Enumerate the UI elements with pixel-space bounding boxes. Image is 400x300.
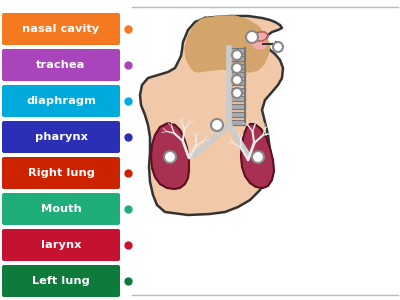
Bar — [229, 88, 245, 93]
Bar — [229, 120, 245, 125]
Bar — [229, 88, 245, 93]
Circle shape — [232, 50, 242, 60]
Bar — [229, 48, 245, 53]
Bar — [229, 80, 245, 85]
Bar — [229, 56, 245, 61]
Polygon shape — [250, 32, 268, 41]
Bar — [229, 112, 245, 117]
Circle shape — [211, 119, 223, 131]
FancyBboxPatch shape — [2, 85, 120, 117]
Bar — [229, 64, 245, 69]
FancyBboxPatch shape — [2, 265, 120, 297]
Text: Mouth: Mouth — [41, 204, 81, 214]
Bar — [229, 104, 245, 109]
Bar — [229, 80, 245, 85]
Text: Left lung: Left lung — [32, 276, 90, 286]
Text: nasal cavity: nasal cavity — [22, 24, 100, 34]
Bar — [229, 104, 245, 109]
Text: trachea: trachea — [36, 60, 86, 70]
Circle shape — [246, 31, 258, 43]
Text: Right lung: Right lung — [28, 168, 94, 178]
Polygon shape — [185, 16, 270, 72]
FancyBboxPatch shape — [2, 49, 120, 81]
Text: larynx: larynx — [41, 240, 81, 250]
Circle shape — [232, 88, 242, 98]
Circle shape — [232, 63, 242, 73]
Polygon shape — [252, 42, 267, 49]
Circle shape — [252, 151, 264, 163]
Bar — [229, 96, 245, 101]
Polygon shape — [241, 124, 274, 188]
Bar — [229, 96, 245, 101]
FancyBboxPatch shape — [2, 193, 120, 225]
Bar — [229, 72, 245, 77]
Circle shape — [164, 151, 176, 163]
Circle shape — [232, 75, 242, 85]
FancyBboxPatch shape — [2, 13, 120, 45]
FancyBboxPatch shape — [2, 121, 120, 153]
Text: diaphragm: diaphragm — [26, 96, 96, 106]
Text: pharynx: pharynx — [34, 132, 88, 142]
Polygon shape — [140, 16, 283, 215]
FancyBboxPatch shape — [2, 229, 120, 261]
Bar — [229, 64, 245, 69]
Bar — [229, 72, 245, 77]
Bar — [229, 112, 245, 117]
Polygon shape — [151, 123, 189, 189]
Bar — [229, 48, 245, 53]
FancyBboxPatch shape — [2, 157, 120, 189]
Circle shape — [273, 42, 283, 52]
Bar — [229, 56, 245, 61]
Bar — [229, 120, 245, 125]
